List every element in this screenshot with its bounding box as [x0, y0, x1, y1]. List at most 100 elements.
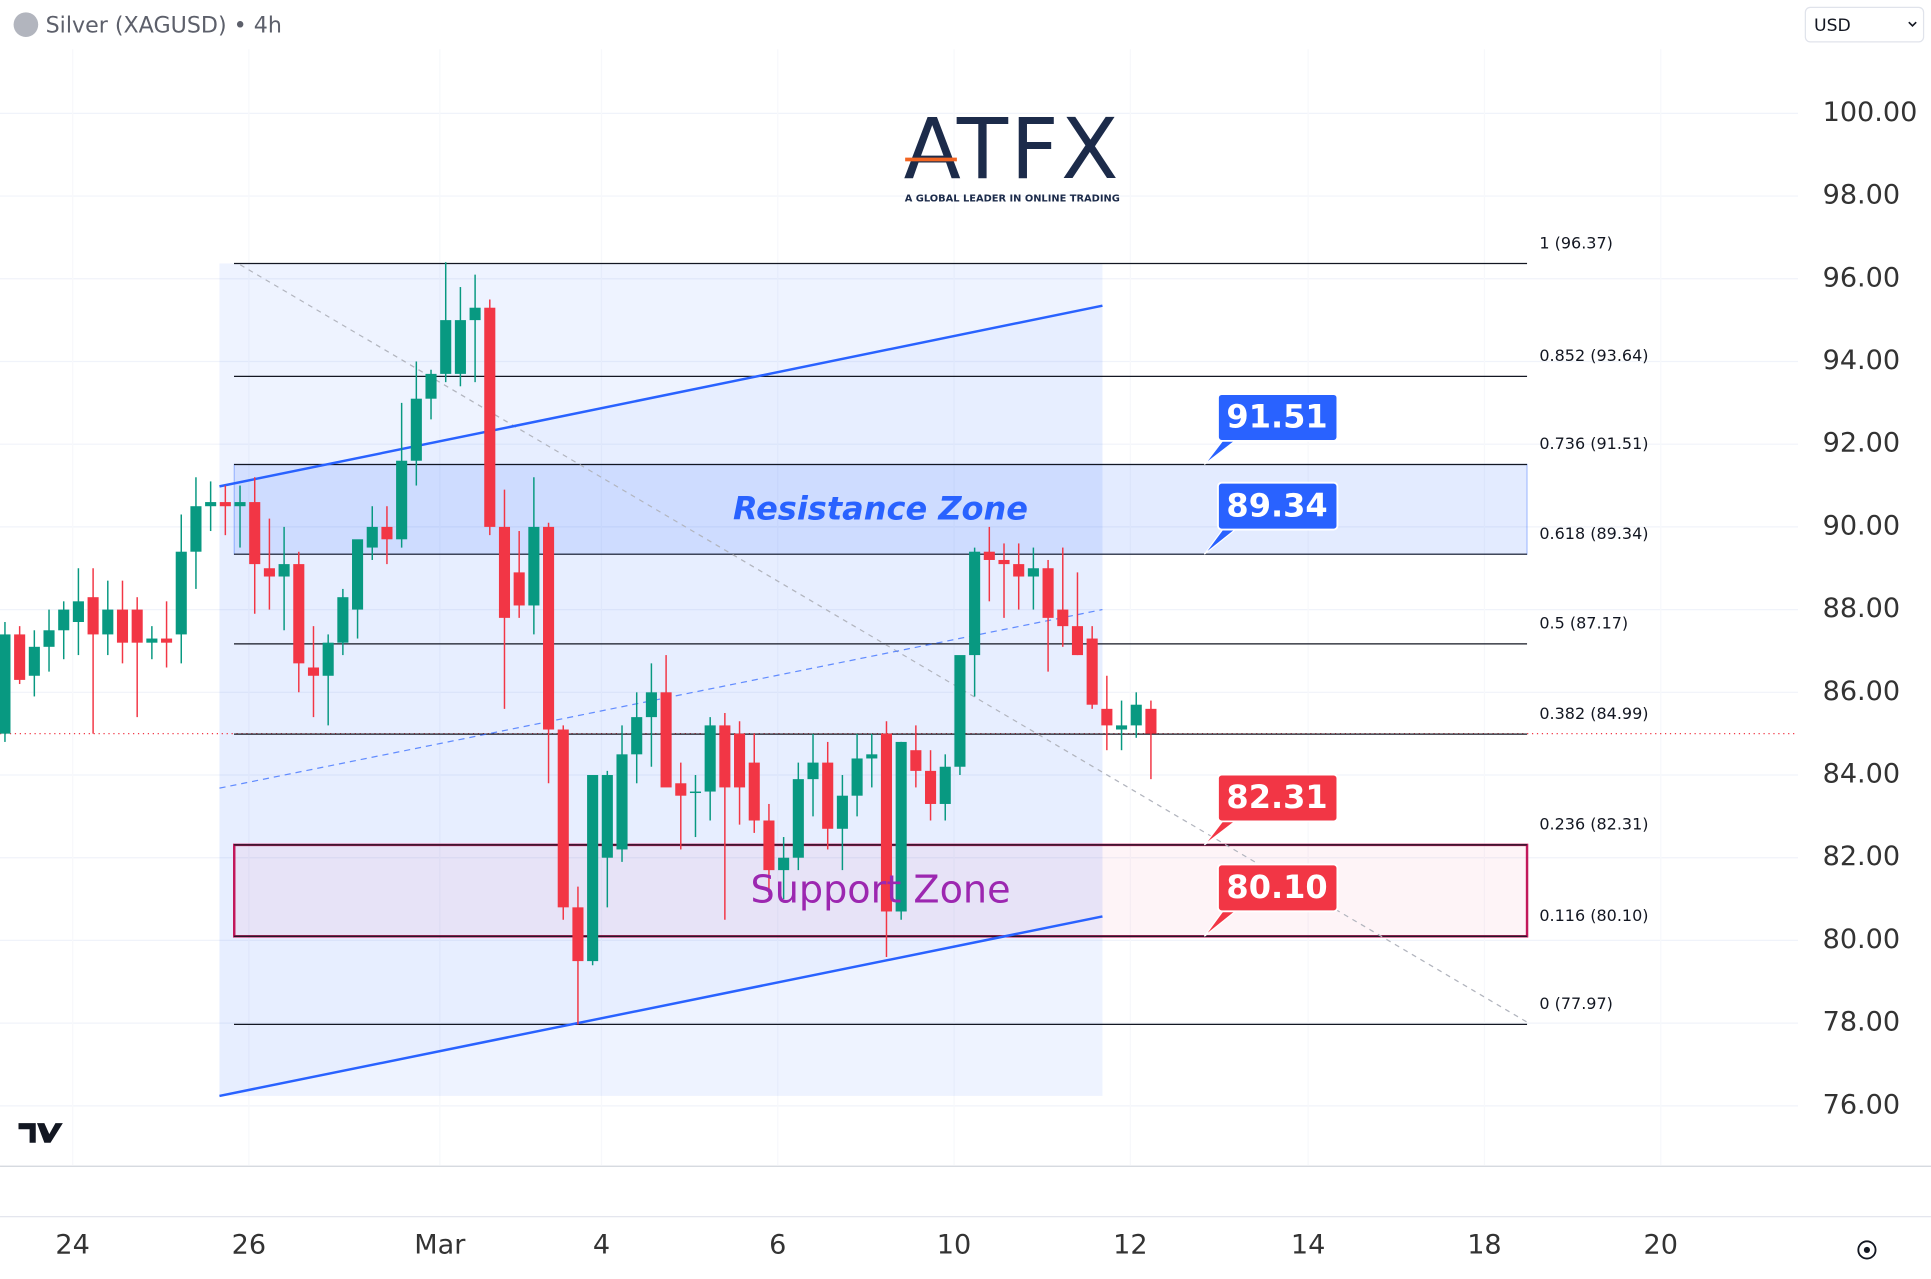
candle-body	[778, 857, 790, 871]
y-tick-label: 100.00	[1823, 97, 1918, 128]
candle-body	[763, 820, 775, 871]
candle-body	[601, 775, 613, 858]
candle-body	[307, 667, 320, 676]
candle-body	[484, 307, 496, 527]
settings-button[interactable]	[1857, 1240, 1877, 1260]
price-tag	[1217, 393, 1339, 442]
price-tag	[1217, 863, 1339, 913]
candle-body	[87, 597, 99, 635]
candle-body	[58, 609, 70, 631]
candle-body	[337, 597, 349, 643]
candle-body	[205, 502, 217, 507]
candle-body	[645, 692, 657, 718]
candle-body	[792, 779, 804, 858]
price-tag	[1217, 773, 1339, 823]
candle-body	[322, 642, 334, 676]
candle-body	[440, 320, 452, 374]
logo: ATFX	[904, 100, 1121, 198]
candle-body	[1116, 725, 1128, 730]
candle-body	[425, 373, 437, 399]
price-tag-label: 80.10	[1226, 868, 1327, 906]
candle-body	[1042, 568, 1054, 618]
candle-body	[895, 741, 907, 912]
candle-body	[689, 791, 702, 794]
logo-tagline: A GLOBAL LEADER IN ONLINE TRADING	[905, 193, 1120, 204]
zone-label: Support Zone	[750, 868, 1010, 912]
candle-body	[366, 526, 378, 548]
price-tag-label: 82.31	[1226, 778, 1327, 816]
background-layer	[0, 49, 1798, 1165]
candle-body	[498, 526, 511, 618]
fib-label: 0.618 (89.34)	[1539, 524, 1648, 543]
candle-body	[631, 717, 643, 755]
channel-lower	[219, 915, 1103, 1098]
fib-label: 0 (77.97)	[1539, 994, 1613, 1013]
y-tick-label: 88.00	[1823, 593, 1901, 624]
y-tick-label: 92.00	[1823, 428, 1901, 459]
candle-body	[557, 729, 569, 908]
currency-dropdown[interactable]	[1804, 6, 1925, 43]
x-tick-label: 26	[232, 1230, 266, 1261]
candle-body	[704, 725, 716, 792]
candle-body	[234, 502, 246, 507]
candle-body	[14, 634, 26, 680]
candle-body	[851, 758, 863, 796]
y-tick-label: 82.00	[1823, 841, 1901, 872]
y-tick-label: 86.00	[1823, 676, 1901, 707]
candle-body	[293, 564, 305, 664]
logo-accent	[905, 157, 957, 162]
candle-body	[822, 762, 834, 829]
candle-body	[219, 502, 231, 507]
x-tick-label: 4	[593, 1230, 610, 1261]
candle-body	[278, 564, 290, 577]
candle-body	[572, 907, 584, 962]
x-tick-label: 12	[1113, 1230, 1147, 1261]
candle-body	[1071, 626, 1084, 656]
x-tick-label: 10	[937, 1230, 971, 1261]
channel-upper	[219, 304, 1103, 488]
candle-body	[72, 601, 84, 623]
fib-label: 0.852 (93.64)	[1539, 346, 1648, 365]
x-tick-label: Mar	[414, 1230, 466, 1261]
candle-body	[954, 655, 966, 767]
fib-label: 0.5 (87.17)	[1539, 614, 1628, 633]
fib-label: 0.116 (80.10)	[1539, 906, 1648, 925]
candle-body	[396, 460, 408, 540]
candle-body	[866, 754, 878, 759]
x-tick-label: 20	[1644, 1230, 1678, 1261]
candle-body	[836, 795, 848, 829]
candle-body	[116, 609, 129, 643]
candle-body	[161, 638, 173, 643]
candle-body	[513, 572, 525, 606]
candle-body	[131, 609, 143, 643]
candle-body	[1013, 564, 1025, 577]
channel-midline	[219, 608, 1103, 789]
tradingview-logo	[18, 1123, 63, 1143]
settings-dot	[1863, 1246, 1871, 1254]
x-tick-label: 18	[1467, 1230, 1501, 1261]
y-tick-label: 80.00	[1823, 924, 1901, 955]
y-tick-label: 96.00	[1823, 262, 1901, 293]
candle-body	[807, 762, 819, 780]
price-tag-label: 89.34	[1226, 486, 1327, 524]
candle-body	[28, 646, 40, 676]
candle-body	[146, 638, 158, 643]
candle-body	[939, 766, 951, 804]
candle-body	[983, 551, 995, 560]
candle-body	[1086, 638, 1098, 705]
currency: USD	[1814, 16, 1851, 36]
candle-body	[469, 307, 481, 321]
candle-body	[719, 725, 731, 788]
main-layer: 100.00 98.00 96.00 94.00 92.00 90.00 88.00 86.0…	[0, 97, 1917, 1261]
fib-label: 1 (96.37)	[1539, 233, 1613, 252]
y-tick-label: 98.00	[1823, 180, 1901, 211]
candle-body	[43, 630, 55, 647]
candle-body	[675, 783, 687, 796]
fib-label: 0.736 (91.51)	[1539, 434, 1648, 453]
candle-body	[381, 526, 393, 540]
candle-body	[190, 506, 202, 552]
candle-body	[660, 692, 672, 788]
price-tag	[1217, 481, 1339, 531]
